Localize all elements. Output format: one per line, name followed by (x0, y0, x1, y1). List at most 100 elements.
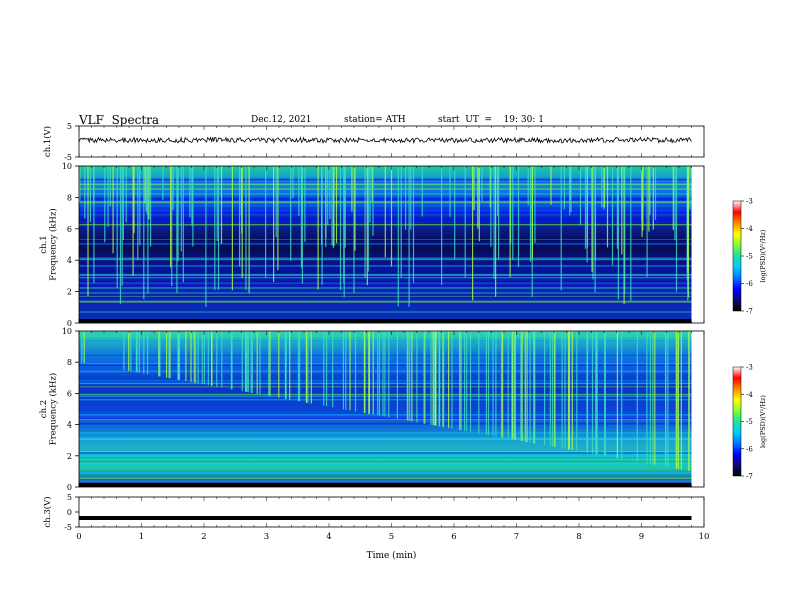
ch2-spectrogram-sferic (567, 331, 570, 450)
ch1-spectrogram-sferic (512, 166, 514, 260)
ch1-spectrogram-sferic (189, 166, 191, 218)
ch1-spectrogram-sferic (217, 166, 220, 290)
ch1-spectrogram-band (79, 258, 692, 260)
ch1-spectrogram-sferic (137, 166, 139, 261)
ch2-spectrogram-sferic (143, 331, 145, 374)
ch1-spectrogram-ytick-label: 10 (62, 162, 72, 171)
ch2-spectrogram-sferic (416, 331, 418, 423)
ch2-spectrogram-sferic (526, 331, 528, 442)
ch2-spectrogram-colorbar-tick-label: -5 (746, 418, 753, 426)
x-tick-label: 0 (76, 532, 81, 542)
ch1-spectrogram-sferic (366, 166, 368, 286)
x-tick-label: 2 (201, 532, 206, 542)
ch1-spectrogram-sferic (570, 166, 572, 212)
ch2-spectrogram-sferic (688, 331, 690, 471)
ch1-spectrogram-sferic (248, 166, 250, 294)
ch2-spectrogram-sferic (231, 331, 233, 390)
ch1-spectrogram-sferic (490, 166, 492, 247)
ch1-spectrogram-sferic (364, 166, 366, 278)
ch1-spectrogram-sferic (410, 166, 412, 230)
ch1-waveform-ylabel: ch.1(V) (42, 126, 53, 157)
ch2-spectrogram-sferic (423, 331, 425, 424)
start-time-label: start UT = 19: 30: 1 (438, 115, 544, 125)
ch2-spectrogram-sferic (372, 331, 374, 415)
ch1-spectrogram-band (79, 270, 692, 272)
ch2-spectrogram-sferic (211, 331, 213, 386)
ch1-spectrogram-sferic (273, 166, 275, 282)
x-tick-label: 8 (576, 532, 581, 542)
ch1-spectrogram-sferic (390, 166, 393, 267)
ch2-spectrogram-sferic (326, 331, 328, 407)
ch2-spectrogram-sferic (433, 331, 435, 426)
ch2-spectrogram-sferic (513, 331, 515, 440)
ch2-spectrogram-band (79, 458, 692, 461)
ch2-spectrogram-sferic (502, 331, 504, 438)
ch1-spectrogram-sferic (171, 166, 173, 287)
ch2-spectrogram-sferic (354, 331, 357, 412)
ch1-spectrogram-sferic (454, 166, 456, 259)
ch1-spectrogram-colorbar (732, 200, 742, 312)
ch1-spectrogram-sferic (300, 166, 302, 268)
ch1-spectrogram-sferic (277, 166, 279, 271)
ch2-spectrogram-colorbar-tick-label: -3 (746, 364, 753, 372)
ch2-spectrogram-sferic (533, 331, 535, 444)
ch1-spectrogram-sferic (116, 166, 118, 289)
x-tick-label: 1 (139, 532, 144, 542)
ch1-spectrogram-sferic (93, 166, 95, 283)
ch1-spectrogram-sferic (591, 166, 593, 272)
ch3-waveform-ylabel-line: ch.3(V) (42, 496, 53, 527)
ch1-spectrogram-sferic (304, 166, 306, 243)
ch2-spectrogram-band (79, 419, 692, 421)
ch1-spectrogram-sferic (531, 166, 533, 259)
ch2-spectrogram-ytick-label: 0 (67, 483, 72, 492)
ch2-spectrogram-sferic (665, 331, 667, 467)
ch2-spectrogram-band (79, 455, 692, 458)
ch1-spectrogram-sferic (109, 166, 111, 207)
ch1-spectrogram-band (79, 274, 692, 276)
ch2-spectrogram-sferic (382, 331, 384, 417)
ch1-spectrogram-sferic (301, 166, 303, 284)
ch1-spectrogram-sferic (405, 166, 407, 230)
ch2-spectrogram-sferic (649, 331, 651, 464)
ch1-spectrogram-sferic (245, 166, 247, 291)
ch1-spectrogram-sferic (675, 166, 678, 292)
ch2-spectrogram-sferic (166, 331, 168, 378)
ch2-spectrogram-sferic (323, 331, 325, 406)
ch1-spectrogram-sferic (372, 166, 374, 236)
ch1-spectrogram-sferic (569, 166, 571, 200)
ch2-spectrogram-sferic (190, 331, 192, 383)
ch1-spectrogram-sferic (177, 166, 179, 262)
ch1-spectrogram-sferic (145, 166, 147, 212)
ch1-spectrogram-sferic (139, 166, 141, 246)
ch2-spectrogram-sferic (384, 331, 386, 417)
ch2-spectrogram-ytick-label: 2 (67, 452, 72, 461)
ch1-spectrogram-ylabel: ch.1Frequency (kHz) (39, 208, 58, 280)
ch1-spectrogram-sferic (125, 166, 127, 223)
ch2-spectrogram-sferic (430, 331, 432, 425)
ch1-spectrogram-sferic (216, 166, 218, 241)
ch2-spectrogram-sferic (554, 331, 556, 447)
ch1-spectrogram-sferic (594, 166, 596, 261)
ch1-spectrogram-sferic (563, 166, 565, 210)
ch1-spectrogram-ytick-label: 2 (67, 288, 72, 297)
ch1-spectrogram-sferic (586, 166, 588, 263)
ch2-spectrogram-sferic (676, 331, 678, 469)
ch2-spectrogram-sferic (299, 331, 301, 402)
ch2-spectrogram-sferic (406, 331, 408, 421)
ch2-spectrogram-sferic (195, 331, 197, 383)
ch1-spectrogram-sferic (205, 166, 207, 307)
ch1-spectrogram-sferic (472, 166, 474, 301)
ch2-spectrogram-sferic (251, 331, 253, 393)
ch1-waveform-ytick-label: -5 (64, 153, 72, 162)
ch1-spectrogram-ytick-label: 6 (67, 225, 72, 234)
ch2-spectrogram-sferic (245, 331, 247, 392)
ch1-spectrogram-sferic (220, 166, 223, 244)
ch2-spectrogram-sferic (285, 331, 287, 399)
ch1-spectrogram-sferic (231, 166, 233, 291)
ch2-spectrogram-band (79, 423, 692, 425)
ch2-spectrogram-sferic (621, 331, 623, 459)
ch1-spectrogram-sferic (84, 166, 86, 219)
ch2-spectrogram-sferic (568, 331, 570, 450)
ch1-spectrogram-sferic (641, 166, 643, 221)
ch2-spectrogram-sferic (247, 331, 249, 393)
